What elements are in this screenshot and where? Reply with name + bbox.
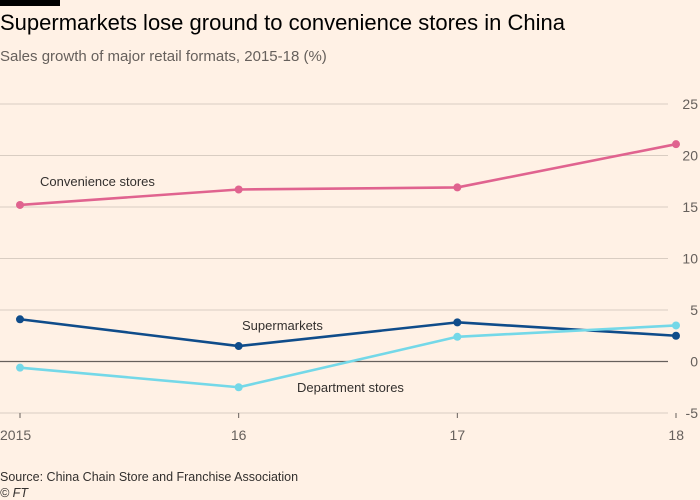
- series-line-2: [19, 324, 677, 389]
- data-point: [453, 318, 462, 327]
- series-label-0: Convenience stores: [40, 174, 155, 189]
- data-point: [672, 331, 680, 340]
- ft-top-bar: [0, 0, 60, 6]
- x-axis-ticks: 2015 16 17 18: [0, 413, 684, 443]
- data-point: [672, 321, 680, 330]
- y-tick-label: 0: [690, 354, 698, 370]
- data-point: [234, 383, 243, 392]
- chart-title: Supermarkets lose ground to convenience …: [0, 10, 565, 35]
- series-label-2: Department stores: [297, 380, 404, 395]
- x-tick-label: 2015: [0, 427, 31, 443]
- x-tick-label: 16: [231, 427, 247, 443]
- y-tick-label: -5: [686, 405, 699, 421]
- copyright-note: © FT: [0, 486, 28, 500]
- data-point: [453, 332, 462, 341]
- chart-subtitle: Sales growth of major retail formats, 20…: [0, 48, 327, 65]
- source-note: Source: China Chain Store and Franchise …: [0, 470, 299, 484]
- data-point: [16, 363, 24, 372]
- y-tick-label: 25: [682, 96, 698, 112]
- x-tick-label: 17: [450, 427, 466, 443]
- y-tick-label: 15: [682, 199, 698, 215]
- x-tick-label: 18: [668, 427, 684, 443]
- series-labels: Convenience stores Supermarkets Department…: [40, 174, 404, 395]
- data-point: [453, 183, 462, 192]
- data-point: [16, 200, 24, 209]
- data-point: [234, 185, 243, 194]
- data-point: [672, 140, 680, 149]
- gridlines: [0, 103, 668, 414]
- y-axis-ticks: -5 0 5 10 15 20 25: [682, 96, 698, 421]
- series-lines: [19, 142, 677, 389]
- y-tick-label: 10: [682, 251, 698, 267]
- series-line-1: [19, 317, 677, 348]
- series-points: [16, 140, 680, 392]
- data-point: [234, 342, 243, 351]
- series-label-1: Supermarkets: [242, 318, 323, 333]
- series-line-0: [19, 142, 677, 207]
- y-tick-label: 5: [690, 302, 698, 318]
- y-tick-label: 20: [682, 148, 698, 164]
- data-point: [16, 315, 24, 324]
